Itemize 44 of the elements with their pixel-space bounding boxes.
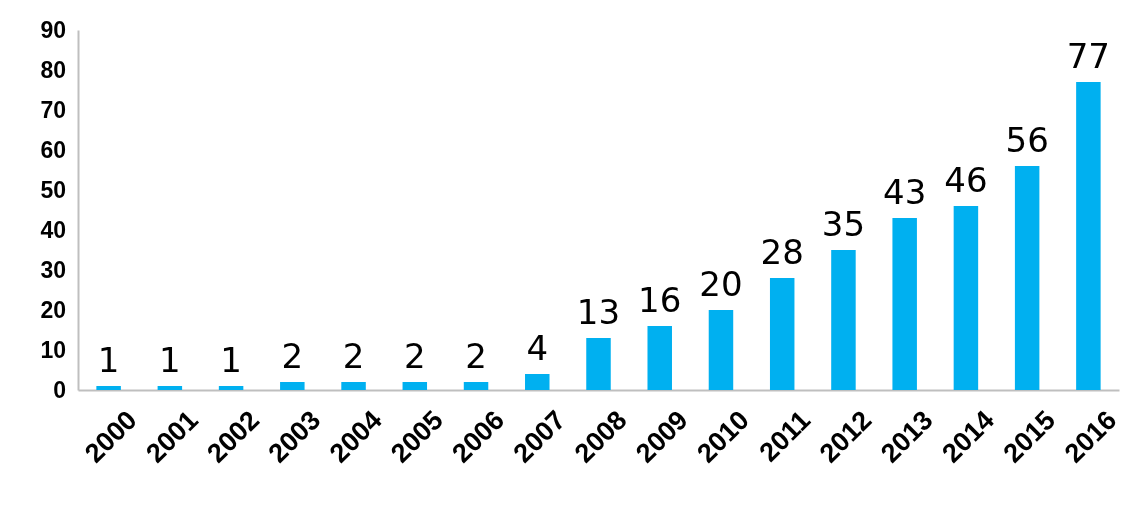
bar [647, 326, 672, 390]
data-label: 16 [638, 280, 682, 320]
bar [96, 386, 121, 390]
data-label: 1 [97, 340, 120, 380]
bar [1014, 166, 1040, 390]
bar [1076, 82, 1101, 390]
y-tick-label: 10 [40, 336, 66, 363]
data-label: 43 [883, 172, 927, 212]
data-label: 35 [821, 204, 866, 244]
bar [280, 382, 305, 390]
bar [157, 386, 183, 390]
bar [769, 278, 795, 390]
bar [892, 218, 917, 390]
bar [341, 382, 366, 390]
bar [463, 382, 489, 390]
y-tick-label: 40 [40, 216, 66, 243]
bar [708, 310, 734, 390]
bar [586, 338, 611, 390]
data-label: 2 [281, 336, 304, 376]
y-tick-label: 0 [53, 376, 66, 403]
bar [831, 250, 856, 390]
data-label: 2 [403, 336, 426, 376]
bar [402, 382, 428, 390]
bar [218, 386, 244, 390]
data-label: 2 [465, 336, 487, 376]
y-tick-label: 70 [40, 96, 66, 123]
y-tick-label: 90 [40, 16, 66, 43]
data-label: 28 [760, 232, 804, 272]
y-tick-label: 30 [40, 256, 66, 283]
data-label: 1 [220, 340, 242, 380]
bar [525, 374, 550, 390]
data-label: 56 [1005, 120, 1049, 160]
data-label: 46 [944, 160, 988, 200]
y-tick-label: 80 [40, 56, 66, 83]
y-tick-label: 50 [40, 176, 66, 203]
data-label: 1 [159, 340, 181, 380]
data-label: 77 [1066, 36, 1111, 76]
data-label: 13 [576, 292, 621, 332]
data-label: 4 [526, 328, 549, 368]
bar [953, 206, 979, 390]
data-label: 2 [342, 336, 365, 376]
data-label: 20 [699, 264, 743, 304]
y-tick-label: 20 [40, 296, 66, 323]
y-tick-label: 60 [40, 136, 66, 163]
